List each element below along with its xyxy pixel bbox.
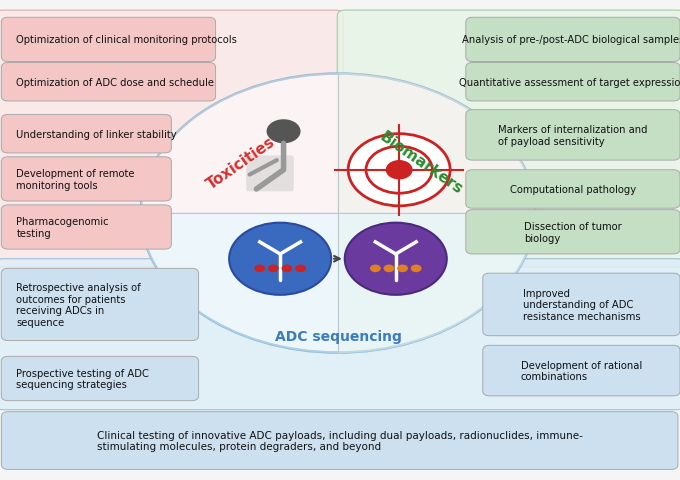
Circle shape	[141, 74, 535, 353]
FancyBboxPatch shape	[337, 11, 680, 267]
Text: Markers of internalization and
of payload sensitivity: Markers of internalization and of payloa…	[498, 125, 647, 146]
FancyBboxPatch shape	[0, 259, 680, 410]
Text: Quantitative assessment of target expression: Quantitative assessment of target expres…	[459, 78, 680, 87]
FancyBboxPatch shape	[466, 18, 680, 62]
Circle shape	[345, 223, 447, 295]
Circle shape	[384, 265, 394, 273]
Circle shape	[386, 161, 412, 180]
Text: Computational pathology: Computational pathology	[510, 185, 636, 194]
Text: Pharmacogenomic
testing: Pharmacogenomic testing	[16, 217, 109, 238]
Text: Development of remote
monitoring tools: Development of remote monitoring tools	[16, 169, 135, 190]
FancyBboxPatch shape	[1, 18, 216, 62]
Polygon shape	[141, 74, 535, 214]
FancyBboxPatch shape	[1, 63, 216, 102]
FancyBboxPatch shape	[1, 269, 199, 341]
Text: Retrospective analysis of
outcomes for patients
receiving ADCs in
sequence: Retrospective analysis of outcomes for p…	[16, 282, 141, 327]
Text: Improved
understanding of ADC
resistance mechanisms: Improved understanding of ADC resistance…	[523, 288, 640, 322]
Text: Dissection of tumor
biology: Dissection of tumor biology	[524, 222, 622, 243]
Text: Development of rational
combinations: Development of rational combinations	[521, 360, 642, 382]
FancyBboxPatch shape	[466, 110, 680, 161]
Text: Optimization of clinical monitoring protocols: Optimization of clinical monitoring prot…	[16, 36, 237, 45]
Circle shape	[348, 134, 450, 206]
Text: Toxicities: Toxicities	[205, 134, 278, 192]
FancyBboxPatch shape	[1, 115, 171, 154]
Text: Prospective testing of ADC
sequencing strategies: Prospective testing of ADC sequencing st…	[16, 368, 149, 389]
Circle shape	[268, 265, 279, 273]
FancyBboxPatch shape	[483, 274, 680, 336]
Circle shape	[411, 265, 422, 273]
Circle shape	[370, 265, 381, 273]
FancyBboxPatch shape	[0, 11, 343, 267]
Circle shape	[282, 265, 292, 273]
Polygon shape	[338, 74, 535, 353]
Text: Understanding of linker stability: Understanding of linker stability	[16, 130, 177, 139]
FancyBboxPatch shape	[466, 170, 680, 209]
Circle shape	[366, 147, 432, 194]
Text: Optimization of ADC dose and schedule: Optimization of ADC dose and schedule	[16, 78, 214, 87]
Circle shape	[295, 265, 306, 273]
FancyBboxPatch shape	[466, 63, 680, 102]
FancyBboxPatch shape	[1, 357, 199, 401]
Text: Clinical testing of innovative ADC payloads, including dual payloads, radionucli: Clinical testing of innovative ADC paylo…	[97, 430, 583, 451]
Circle shape	[254, 265, 265, 273]
Circle shape	[267, 120, 301, 144]
FancyBboxPatch shape	[1, 157, 171, 202]
Polygon shape	[141, 214, 535, 353]
FancyBboxPatch shape	[246, 156, 294, 192]
Circle shape	[397, 265, 408, 273]
Text: ADC sequencing: ADC sequencing	[275, 329, 401, 343]
FancyBboxPatch shape	[1, 205, 171, 250]
Text: Analysis of pre-/post-ADC biological samples: Analysis of pre-/post-ADC biological sam…	[462, 36, 680, 45]
Circle shape	[229, 223, 331, 295]
FancyBboxPatch shape	[1, 412, 678, 469]
FancyBboxPatch shape	[483, 346, 680, 396]
FancyBboxPatch shape	[466, 210, 680, 254]
Text: Biomarkers: Biomarkers	[377, 129, 466, 197]
